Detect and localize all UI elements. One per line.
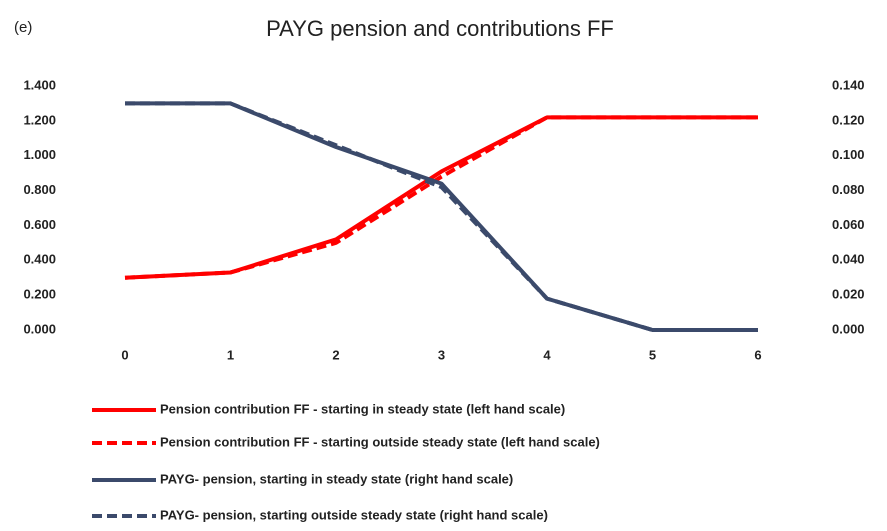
y-tick-label: 1.400	[23, 77, 56, 92]
legend-label: PAYG- pension, starting in steady state …	[160, 471, 513, 486]
y-tick-label: 0.200	[23, 287, 56, 302]
x-tick-label: 3	[438, 347, 445, 362]
legend-label: Pension contribution FF - starting outsi…	[160, 434, 600, 449]
y-tick-label: 0.000	[23, 321, 56, 336]
panel-label: (e)	[14, 19, 32, 36]
x-tick-label: 2	[332, 347, 339, 362]
x-tick-label: 0	[121, 347, 128, 362]
x-tick-label: 5	[649, 347, 656, 362]
series-line	[125, 101, 758, 332]
y2-tick-label: 0.000	[832, 321, 865, 336]
series-line	[125, 101, 758, 332]
y2-tick-label: 0.020	[832, 287, 865, 302]
y-tick-label: 1.000	[23, 147, 56, 162]
y2-tick-label: 0.120	[832, 112, 865, 127]
y2-tick-label: 0.100	[832, 147, 865, 162]
x-tick-label: 1	[227, 347, 234, 362]
chart-title: PAYG pension and contributions FF	[266, 16, 614, 41]
legend-label: Pension contribution FF - starting in st…	[160, 401, 565, 416]
y2-tick-label: 0.060	[832, 217, 865, 232]
y-tick-label: 0.600	[23, 217, 56, 232]
y-tick-label: 0.400	[23, 252, 56, 267]
y2-tick-label: 0.140	[832, 77, 865, 92]
x-tick-label: 4	[543, 347, 551, 362]
y-tick-label: 0.800	[23, 182, 56, 197]
x-tick-label: 6	[754, 347, 761, 362]
y2-tick-label: 0.040	[832, 252, 865, 267]
series-line	[124, 115, 758, 280]
series-line	[124, 115, 758, 280]
legend-label: PAYG- pension, starting outside steady s…	[160, 507, 548, 522]
y-tick-label: 1.200	[23, 112, 56, 127]
y2-tick-label: 0.080	[832, 182, 865, 197]
